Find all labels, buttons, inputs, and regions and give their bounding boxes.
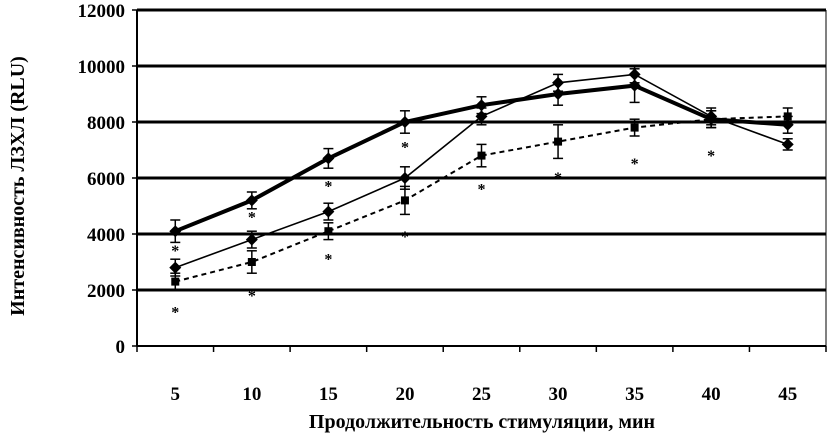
y-tick-label: 2000 xyxy=(87,281,125,302)
significance-mark: * xyxy=(324,179,332,196)
significance-mark: * xyxy=(478,181,486,198)
data-point xyxy=(245,233,258,246)
significance-mark: * xyxy=(171,243,179,260)
significance-mark: * xyxy=(401,139,409,156)
significance-mark: * xyxy=(324,251,332,268)
y-tick-label: 12000 xyxy=(78,1,126,22)
data-point xyxy=(477,151,486,160)
data-point xyxy=(247,258,256,266)
data-point xyxy=(398,116,411,128)
y-tick-label: 8000 xyxy=(87,113,125,134)
significance-mark: * xyxy=(631,156,639,173)
data-point xyxy=(171,277,180,286)
significance-mark: * xyxy=(554,170,562,187)
x-tick-label: 25 xyxy=(472,384,491,405)
y-tick-label: 4000 xyxy=(87,225,125,246)
data-point xyxy=(245,194,258,207)
x-tick-label: 35 xyxy=(625,384,644,405)
data-point xyxy=(783,112,792,121)
data-point xyxy=(628,68,641,81)
x-tick-label: 10 xyxy=(242,384,261,405)
x-tick-labels: 5 10 15 20 25 30 35 40 45 xyxy=(171,384,798,405)
y-tick-label: 10000 xyxy=(78,57,126,78)
data-point xyxy=(552,76,565,89)
annotations: * * * * * * * * * * * * xyxy=(171,139,715,321)
data-point xyxy=(169,261,182,274)
significance-mark: * xyxy=(248,288,256,305)
x-axis-label: Продолжительность стимуляции, мин xyxy=(309,411,655,433)
data-point xyxy=(398,172,411,184)
data-point xyxy=(322,205,335,218)
data-point xyxy=(322,152,335,165)
axes xyxy=(132,9,827,352)
series-3 xyxy=(170,107,793,291)
significance-mark: * xyxy=(248,209,256,226)
data-point xyxy=(475,110,488,123)
x-tick-label: 45 xyxy=(778,384,797,405)
data-point xyxy=(169,225,182,238)
data-point xyxy=(554,137,563,146)
y-tick-label: 0 xyxy=(116,337,126,358)
x-tick-label: 5 xyxy=(171,384,181,405)
x-tick-label: 30 xyxy=(549,384,568,405)
data-point xyxy=(707,115,716,124)
y-tick-label: 6000 xyxy=(87,169,125,190)
data-point xyxy=(400,196,409,205)
significance-mark: * xyxy=(171,305,179,322)
y-tick-labels: 0 2000 4000 6000 8000 10000 12000 xyxy=(78,1,126,358)
data-point xyxy=(324,227,333,236)
series-group xyxy=(169,65,794,291)
series-line xyxy=(175,115,788,283)
data-point xyxy=(630,123,639,132)
x-tick-label: 15 xyxy=(319,384,338,405)
y-axis-label: Интенсивность ЛЗХЛ (RLU) xyxy=(7,56,29,316)
x-tick-label: 40 xyxy=(702,384,721,405)
x-tick-label: 20 xyxy=(395,384,414,405)
significance-mark: * xyxy=(707,148,715,165)
significance-mark: * xyxy=(401,229,409,246)
data-point xyxy=(781,138,794,151)
